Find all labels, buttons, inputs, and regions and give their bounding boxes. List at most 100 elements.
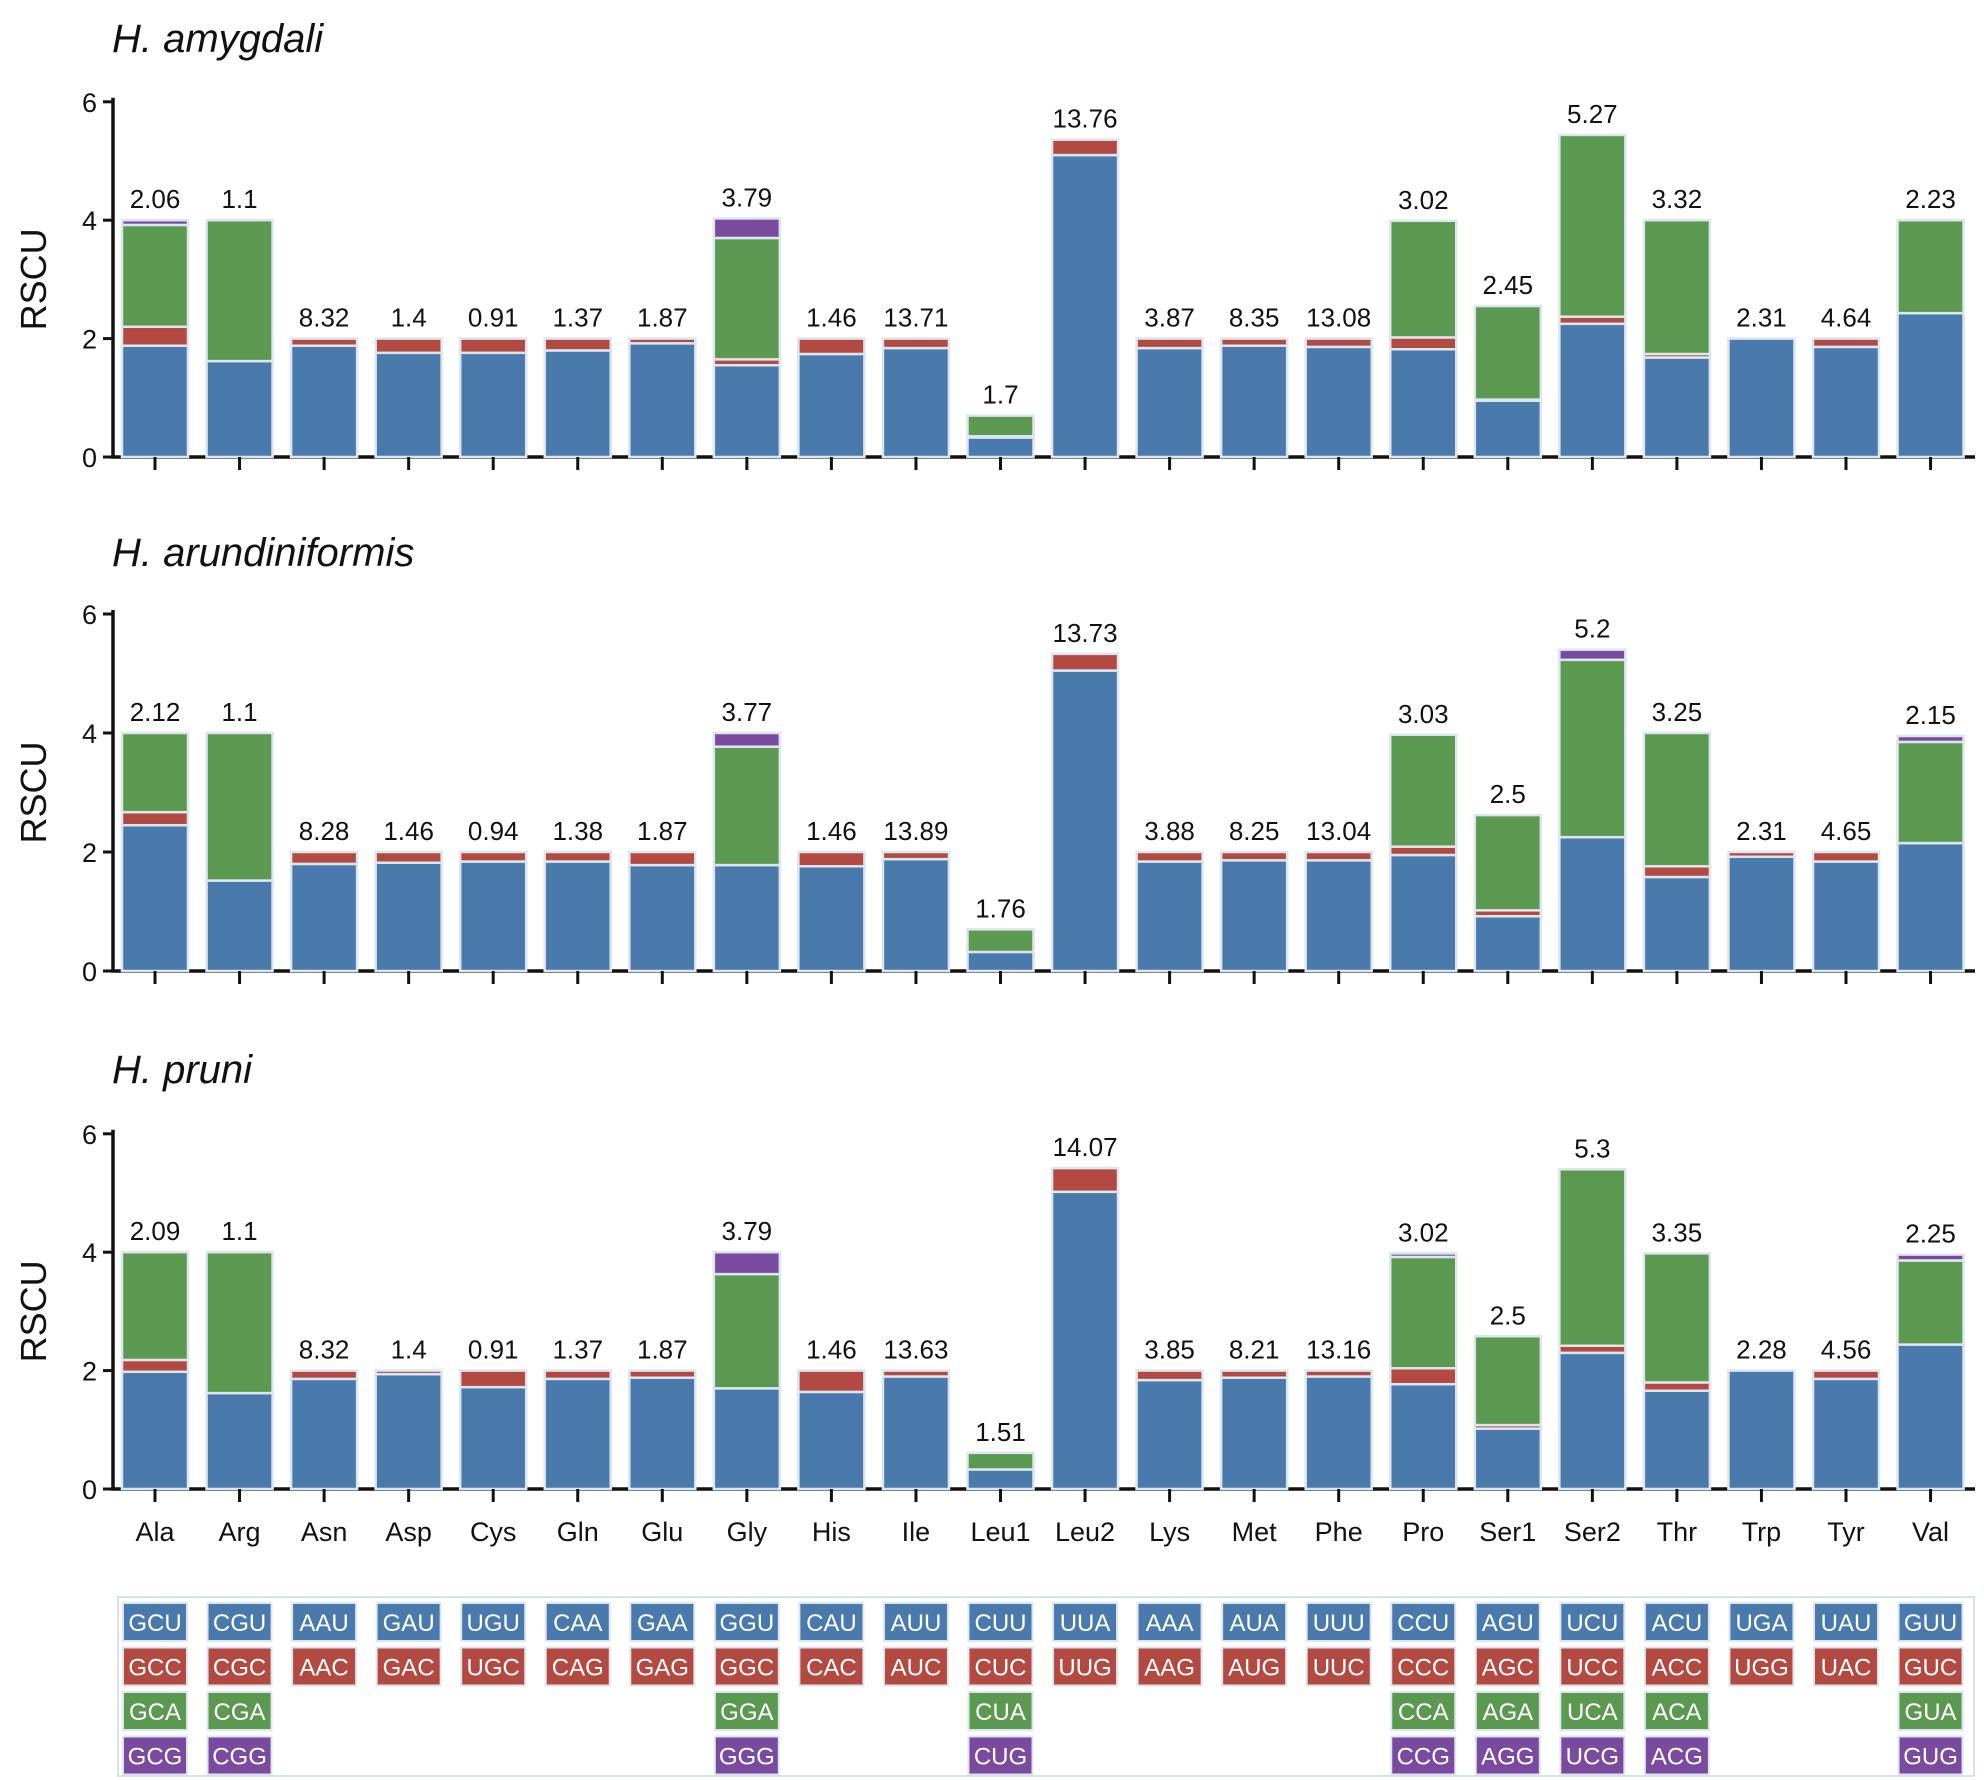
bar-phe: 13.16 <box>1304 1335 1373 1491</box>
y-tick-label: 0 <box>82 443 97 473</box>
codon-box-ccu <box>1390 1602 1457 1642</box>
bar-segment-ucu <box>1558 1351 1627 1491</box>
bar-asn: 8.32 <box>289 1335 359 1491</box>
bar-segment-auc <box>881 850 951 861</box>
bar-segment-ggu <box>712 1387 782 1491</box>
bar-segment-uac <box>1811 1369 1881 1381</box>
codon-box-acu <box>1643 1602 1710 1642</box>
bar-met: 8.25 <box>1219 816 1289 973</box>
bar-value-label: 13.04 <box>1306 816 1371 846</box>
bar-value-label: 13.89 <box>883 816 948 846</box>
bar-ile: 13.71 <box>881 303 951 459</box>
bar-value-label: 4.56 <box>1821 1335 1872 1365</box>
bar-segment-caa <box>543 349 612 459</box>
bar-segment-auu <box>881 1375 951 1491</box>
bar-segment-acu <box>1642 1389 1712 1491</box>
x-tick-label-gly: Gly <box>727 1517 768 1547</box>
x-tick-label-arg: Arg <box>219 1517 261 1547</box>
bar-segment-uau <box>1811 345 1881 459</box>
bar-value-label: 0.91 <box>468 303 519 333</box>
bar-val: 2.23 <box>1896 184 1965 459</box>
bar-leu2: 13.73 <box>1050 618 1120 973</box>
x-tick-label-thr: Thr <box>1657 1517 1698 1547</box>
bar-segment-uga <box>1727 337 1796 459</box>
bar-segment-gau <box>374 861 443 973</box>
bar-segment-aac <box>289 337 359 347</box>
codon-box-gac <box>375 1646 442 1687</box>
codon-box-cag <box>544 1646 611 1687</box>
bar-segment-agu <box>1473 1427 1543 1491</box>
bar-segment-gau <box>374 351 443 459</box>
codon-label: UUA <box>1060 1610 1111 1637</box>
bar-segment-ugu <box>458 351 528 459</box>
bar-value-label: 1.4 <box>391 1335 427 1365</box>
codon-label: GUC <box>1904 1655 1957 1682</box>
codon-label: UGG <box>1734 1655 1789 1682</box>
y-tick-label: 4 <box>82 206 97 236</box>
bar-segment-gcu <box>120 823 190 973</box>
codon-box-agu <box>1474 1602 1541 1642</box>
bar-his: 1.46 <box>797 1335 866 1491</box>
bar-phe: 13.08 <box>1304 303 1373 459</box>
bar-segment-aac <box>289 850 359 866</box>
codon-box-cug <box>967 1735 1034 1776</box>
codon-box-gcc <box>122 1646 188 1687</box>
bar-value-label: 8.32 <box>299 1335 350 1365</box>
codon-label: GAA <box>637 1610 688 1637</box>
bar-value-label: 1.76 <box>975 893 1026 923</box>
bar-segment-cua <box>966 414 1035 438</box>
bar-segment-auc <box>881 1369 951 1378</box>
panel-2: H. arundiniformis RSCU 0 2 4 6 2.12 1.1 8.28 1.46… <box>13 531 1975 987</box>
bar-ala: 2.06 <box>120 184 190 459</box>
bar-lys: 3.85 <box>1135 1335 1204 1491</box>
codon-label: GGC <box>720 1655 775 1682</box>
codon-box-ucu <box>1559 1602 1626 1642</box>
bar-value-label: 1.37 <box>552 1335 603 1365</box>
bar-segment-aau <box>289 344 359 459</box>
bar-segment-uau <box>1811 860 1881 973</box>
bar-segment-cgu <box>205 879 274 973</box>
bar-segment-gug <box>1896 734 1965 744</box>
x-tick-label-val: Val <box>1912 1517 1949 1547</box>
bar-segment-cau <box>797 352 866 459</box>
bar-value-label: 1.38 <box>552 816 603 846</box>
bar-gln: 1.38 <box>543 816 612 973</box>
bar-segment-gau <box>374 1372 443 1491</box>
codon-label: AUU <box>891 1610 942 1637</box>
bar-segment-ccc <box>1389 336 1458 351</box>
codon-box-cac <box>798 1646 865 1687</box>
bar-value-label: 2.25 <box>1905 1219 1956 1249</box>
codon-label: UGU <box>467 1610 520 1637</box>
bar-value-label: 5.3 <box>1574 1133 1610 1163</box>
codon-box-gcu <box>122 1602 188 1642</box>
codon-box-acg <box>1643 1735 1710 1776</box>
x-tick-label-cys: Cys <box>470 1517 517 1547</box>
bar-segment-gug <box>1896 1253 1965 1262</box>
bar-segment-ggu <box>712 363 782 459</box>
codon-label: UCG <box>1566 1744 1619 1771</box>
codon-box-uuc <box>1305 1646 1372 1687</box>
bar-segment-gcu <box>120 344 190 459</box>
bar-value-label: 1.87 <box>637 1335 688 1365</box>
bar-segment-aau <box>289 1377 359 1491</box>
bar-asn: 8.32 <box>289 303 359 459</box>
bar-leu2: 14.07 <box>1050 1132 1120 1491</box>
bar-value-label: 3.03 <box>1398 699 1449 729</box>
bar-segment-gua <box>1896 1259 1965 1346</box>
bar-segment-uga <box>1727 1369 1796 1491</box>
codon-box-cca <box>1390 1691 1457 1731</box>
bar-phe: 13.04 <box>1304 816 1373 973</box>
bar-segment-aaa <box>1135 346 1204 459</box>
bar-ser2: 5.27 <box>1558 99 1627 459</box>
bar-segment-aga <box>1473 813 1543 912</box>
bar-segment-aua <box>1219 1376 1289 1491</box>
codon-box-cuc <box>967 1646 1034 1687</box>
bar-cys: 0.94 <box>458 816 528 973</box>
bar-segment-cga <box>205 731 274 882</box>
bar-value-label: 0.94 <box>468 816 519 846</box>
bar-segment-ccu <box>1389 348 1458 459</box>
y-tick-label: 2 <box>82 1357 97 1387</box>
bar-tyr: 4.65 <box>1811 816 1881 973</box>
bar-segment-aug <box>1219 1369 1289 1379</box>
bar-segment-ggg <box>712 731 782 748</box>
